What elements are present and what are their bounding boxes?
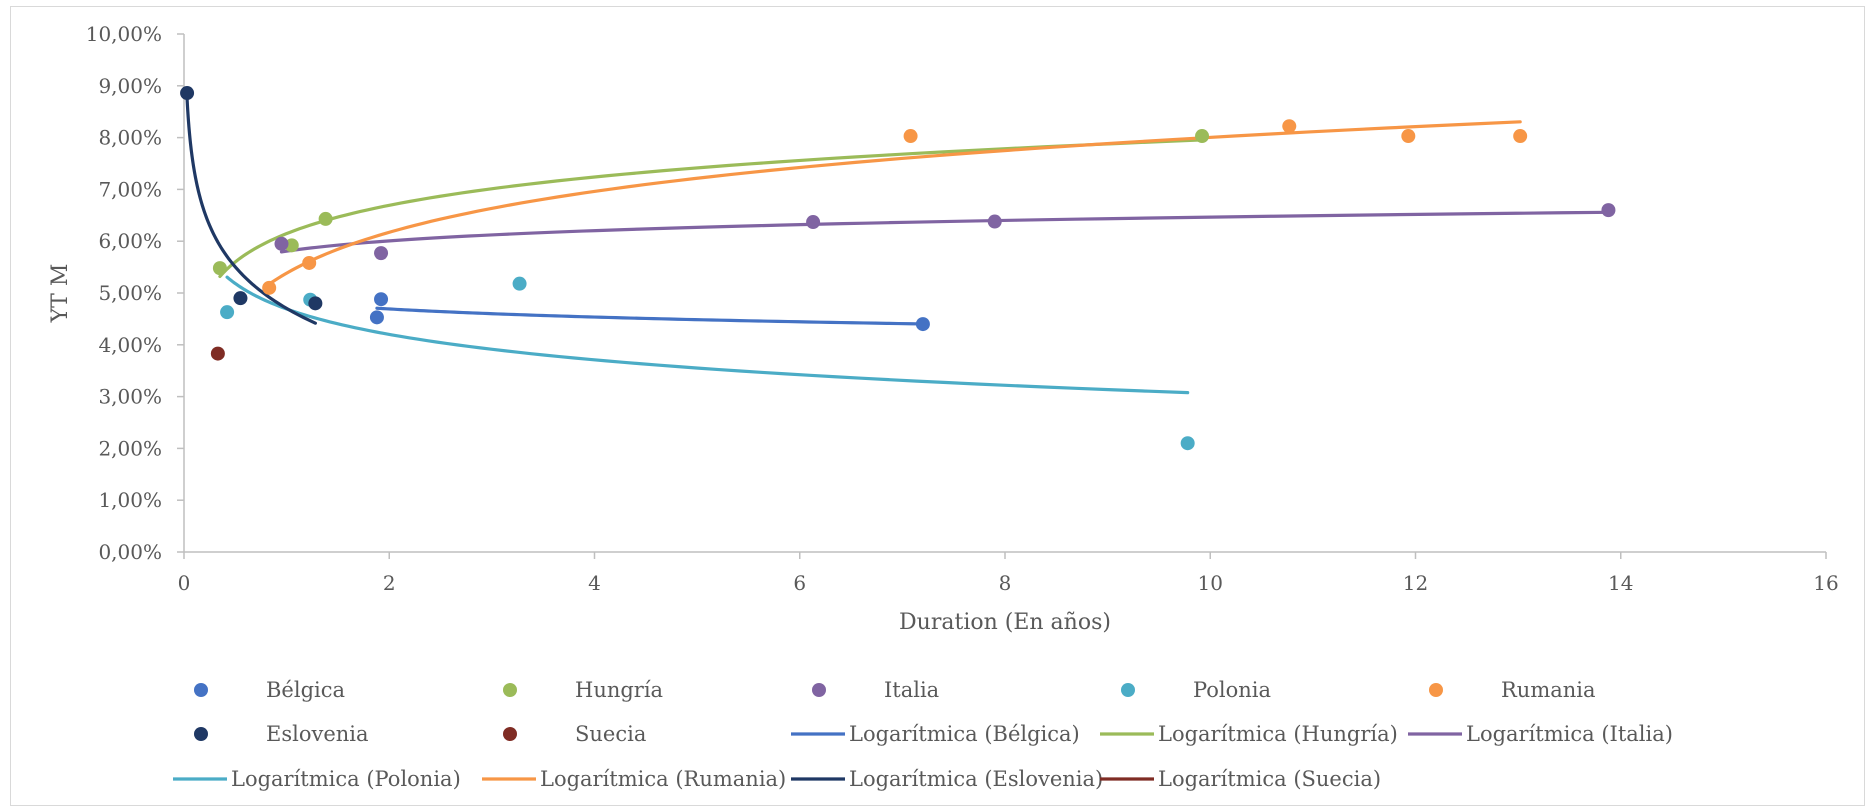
trendline-rumania <box>267 120 1522 286</box>
legend-label: Logarítmica (Eslovenia) <box>849 767 1103 791</box>
trendline-bélgica <box>375 306 925 326</box>
data-point-rumania <box>903 129 918 144</box>
data-point-polonia <box>1180 436 1195 451</box>
data-point-bélgica <box>374 292 389 307</box>
legend: Bélgica Hungría Italia Polonia Rumania Eslove… <box>173 678 1673 791</box>
trendline-hungría <box>218 138 1204 279</box>
data-point-hungría <box>318 211 333 226</box>
legend-marker-hungría <box>503 683 517 697</box>
y-tick-label: 9,00% <box>98 74 162 98</box>
data-point-eslovenia <box>180 86 195 101</box>
y-axis-title: YT M <box>48 264 73 324</box>
legend-marker-bélgica <box>194 683 208 697</box>
data-point-italia <box>806 215 821 230</box>
y-tick-label: 4,00% <box>98 333 162 357</box>
data-point-rumania <box>1513 129 1528 144</box>
trendline-polonia <box>225 275 1190 395</box>
legend-label: Suecia <box>575 722 646 746</box>
y-tick-label: 2,00% <box>98 436 162 460</box>
x-tick-label: 14 <box>1608 571 1633 595</box>
data-point-polonia <box>220 305 235 320</box>
data-point-italia <box>1601 203 1616 218</box>
y-tick-label: 0,00% <box>98 540 162 564</box>
y-tick-label: 7,00% <box>98 177 162 201</box>
legend-label: Eslovenia <box>266 722 369 746</box>
data-point-italia <box>274 236 289 251</box>
x-axis-title: Duration (En años) <box>899 610 1111 635</box>
legend-marker-eslovenia <box>194 727 208 741</box>
data-point-hungría <box>284 238 299 253</box>
legend-label: Logarítmica (Italia) <box>1466 722 1673 746</box>
chart-frame <box>10 6 1865 806</box>
y-tick-label: 1,00% <box>98 488 162 512</box>
data-point-rumania <box>262 280 277 295</box>
data-point-polonia <box>512 276 527 291</box>
legend-label: Rumania <box>1501 678 1596 702</box>
x-tick-label: 6 <box>793 571 806 595</box>
legend-label: Logarítmica (Hungría) <box>1158 722 1398 746</box>
data-point-italia <box>374 246 389 261</box>
x-tick-label: 10 <box>1198 571 1223 595</box>
y-tick-label: 3,00% <box>98 385 162 409</box>
y-axis-ticks: 0,00% 1,00% 2,00% 3,00% 4,00% 5,00% 6,00% 7,00%… <box>86 22 184 564</box>
x-tick-label: 0 <box>178 571 191 595</box>
y-tick-label: 10,00% <box>86 22 162 46</box>
trendline-eslovenia <box>185 97 317 325</box>
legend-marker-italia <box>812 683 826 697</box>
x-tick-label: 16 <box>1813 571 1838 595</box>
x-tick-label: 8 <box>999 571 1012 595</box>
data-point-italia <box>987 214 1002 229</box>
data-point-eslovenia <box>233 291 248 306</box>
y-tick-label: 5,00% <box>98 281 162 305</box>
data-point-bélgica <box>915 317 930 332</box>
data-point-hungría <box>212 261 227 276</box>
data-point-bélgica <box>369 310 384 325</box>
data-point-eslovenia <box>308 296 323 311</box>
legend-label: Bélgica <box>266 678 345 702</box>
trendlines <box>185 97 1611 395</box>
legend-label: Italia <box>884 678 939 702</box>
legend-marker-rumania <box>1429 683 1443 697</box>
legend-label: Logarítmica (Polonia) <box>231 767 461 791</box>
data-point-rumania <box>1282 119 1297 134</box>
legend-label: Polonia <box>1193 678 1271 702</box>
data-point-rumania <box>1401 129 1416 144</box>
legend-label: Logarítmica (Suecia) <box>1158 767 1381 791</box>
data-points <box>180 86 1616 451</box>
x-tick-label: 4 <box>588 571 601 595</box>
data-point-hungría <box>1195 129 1210 144</box>
data-point-rumania <box>302 255 317 270</box>
legend-label: Hungría <box>575 678 663 702</box>
trendline-italia <box>279 210 1611 254</box>
legend-label: Logarítmica (Rumania) <box>540 767 786 791</box>
legend-label: Logarítmica (Bélgica) <box>849 722 1080 746</box>
y-tick-label: 8,00% <box>98 126 162 150</box>
x-axis-ticks: 0 2 4 6 8 10 12 14 16 <box>178 552 1839 595</box>
x-tick-label: 12 <box>1403 571 1428 595</box>
y-tick-label: 6,00% <box>98 229 162 253</box>
data-point-suecia <box>210 346 225 361</box>
legend-marker-suecia <box>503 727 517 741</box>
x-tick-label: 2 <box>383 571 396 595</box>
legend-marker-polonia <box>1121 683 1135 697</box>
